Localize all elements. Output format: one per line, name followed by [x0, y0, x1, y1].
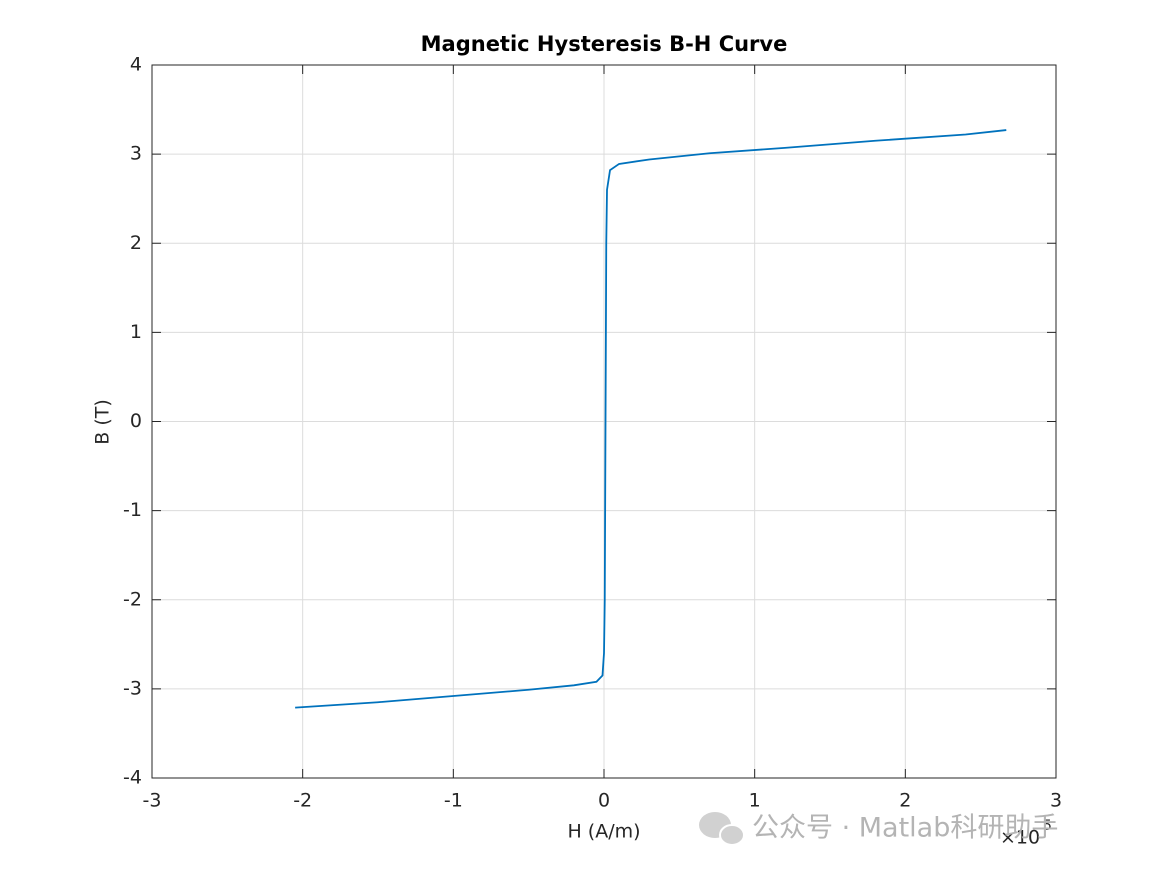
y-tick-label: 3 [130, 143, 142, 165]
y-tick-label: 2 [130, 232, 142, 254]
y-tick-label: 0 [130, 410, 142, 432]
x-axis-label: H (A/m) [567, 821, 640, 843]
chart-title: Magnetic Hysteresis B-H Curve [421, 32, 788, 56]
x-tick-label: 0 [598, 790, 610, 812]
y-tick-label: -3 [123, 677, 142, 699]
y-axis-label: B (T) [92, 399, 114, 445]
axes-box [151, 64, 1057, 779]
y-tick-label: -1 [123, 499, 142, 521]
x-tick-label: -3 [143, 790, 162, 812]
x-tick-label: 1 [749, 790, 761, 812]
x-tick-label: 2 [899, 790, 911, 812]
data-line [295, 129, 1007, 709]
y-tick-label: 4 [130, 54, 142, 76]
x-tick-label: -2 [293, 790, 312, 812]
y-tick-label: -4 [123, 767, 142, 789]
watermark-icon [699, 812, 745, 846]
x-tick-label: 3 [1050, 790, 1062, 812]
y-tick-label: 1 [130, 321, 142, 343]
x-tick-label: -1 [444, 790, 463, 812]
watermark: 公众号 · Matlab科研助手 [752, 813, 1058, 844]
y-tick-label: -2 [123, 588, 142, 610]
x-multiplier-exponent: 5 [1043, 818, 1052, 834]
x-multiplier: ×10 [1000, 827, 1040, 849]
